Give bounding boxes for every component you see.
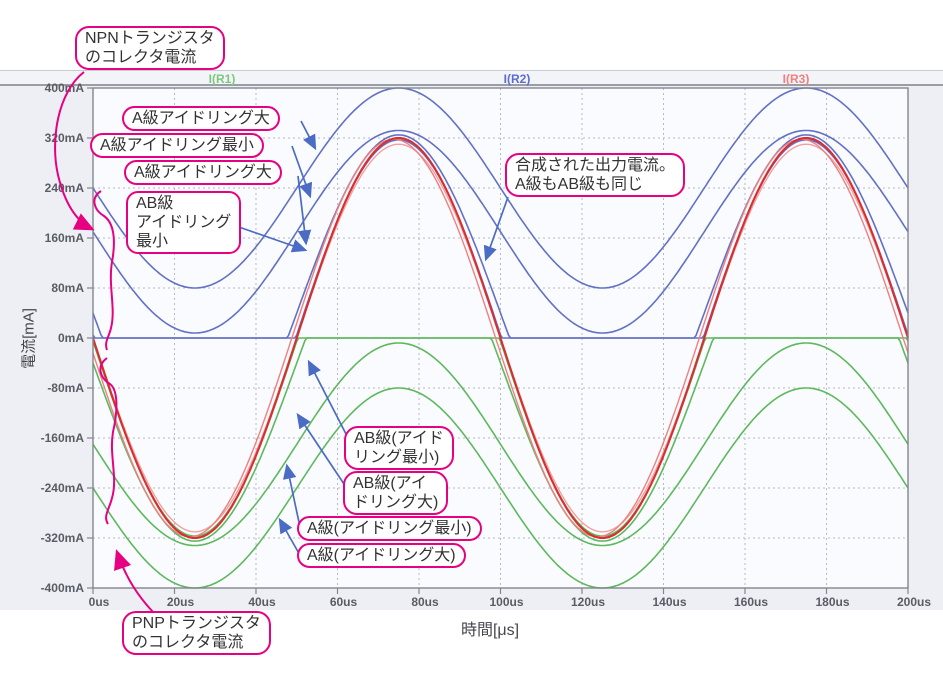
x-tick-label: 100us: [489, 595, 523, 609]
callout-npn-collector-current: NPNトランジスタ のコレクタ電流: [75, 26, 225, 70]
y-tick-label: 320mA: [45, 131, 85, 145]
y-tick-label: -400mA: [41, 581, 85, 595]
x-tick-label: 180us: [815, 595, 849, 609]
x-axis-title: 時間[μs]: [460, 622, 520, 639]
y-tick-label: -320mA: [41, 531, 85, 545]
series-output-trace-b: [92, 138, 909, 538]
x-tick-label: 80us: [411, 595, 439, 609]
callout-class-a-idling-large-1: A級アイドリング大: [122, 106, 280, 131]
x-tick-label: 60us: [330, 595, 358, 609]
legend-item-IR3: I(R3): [782, 72, 810, 86]
y-axis-title: 電流[mA]: [20, 308, 38, 369]
legend-band: [0, 70, 943, 86]
x-tick-label: 40us: [248, 595, 276, 609]
legend-item-IR1: I(R1): [208, 72, 236, 86]
x-tick-label: 120us: [571, 595, 605, 609]
waveform-curves: [91, 87, 910, 589]
series-pnp-a-min: [92, 342, 909, 547]
y-tick-label: 160mA: [45, 231, 85, 245]
x-tick-label: 20us: [167, 595, 195, 609]
x-tick-label: 140us: [652, 595, 686, 609]
series-pnp-a-large: [92, 387, 909, 589]
callout-class-a-idling-min: A級アイドリング最小: [90, 133, 264, 158]
y-tick-label: 80mA: [51, 281, 84, 295]
callout-pnp-collector-current: PNPトランジスタ のコレクタ電流: [122, 611, 271, 655]
x-tick-label: 200us: [897, 595, 931, 609]
callout-combined-output-current: 合成された出力電流。 A級もAB級も同じ: [505, 153, 686, 197]
callout-class-a-paren-min: A級(アイドリング最小): [297, 516, 482, 541]
y-tick-label: -80mA: [47, 381, 84, 395]
callout-class-a-idling-large-2: A級アイドリング大: [124, 160, 282, 185]
callout-class-ab-idling-min: AB級 アイドリング 最小: [126, 191, 242, 254]
callout-class-ab-paren-min: AB級(アイド リング最小): [344, 426, 454, 470]
y-tick-label: 240mA: [45, 181, 85, 195]
series-output-main: [91, 136, 910, 540]
y-tick-label: -160mA: [41, 431, 85, 445]
y-tick-label: 0mA: [58, 331, 84, 345]
y-tick-label: -240mA: [41, 481, 85, 495]
callout-class-ab-paren-large: AB級(アイ ドリング大): [343, 471, 449, 515]
series-npn-a-large: [92, 87, 909, 289]
x-tick-label: 0us: [89, 595, 110, 609]
tick-marks: [87, 87, 909, 594]
x-tick-label: 160us: [734, 595, 768, 609]
y-tick-label: 400mA: [45, 81, 85, 95]
callout-class-a-paren-large: A級(アイドリング大): [297, 543, 466, 568]
legend-item-IR2: I(R2): [503, 72, 531, 86]
